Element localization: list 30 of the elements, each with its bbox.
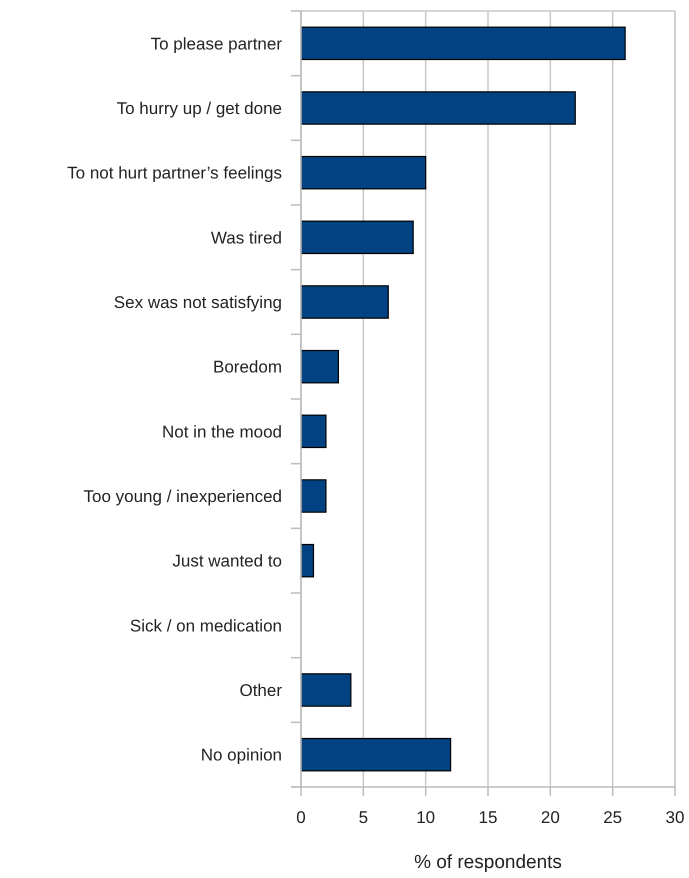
bar [300, 285, 389, 319]
x-tick-label: 20 [540, 808, 560, 827]
y-tick-label: Sex was not satisfying [114, 292, 282, 312]
y-tick-label: To please partner [150, 34, 282, 54]
bar [300, 26, 626, 60]
bar [300, 350, 339, 384]
y-tick-label: Was tired [210, 228, 282, 248]
x-tick-label: 30 [666, 808, 684, 827]
x-tick-label: 0 [296, 808, 306, 827]
y-tick-label: No opinion [200, 746, 282, 765]
y-tick-label: To hurry up / get done [116, 98, 282, 118]
bar [300, 156, 426, 190]
bar [300, 220, 414, 254]
x-tick-label: 25 [603, 808, 622, 827]
y-tick-label: Boredom [213, 358, 282, 377]
y-tick-label: Too young / inexperienced [84, 486, 282, 506]
y-tick-label: Just wanted to [172, 552, 282, 571]
y-tick-label: Not in the mood [162, 422, 282, 442]
bar [300, 414, 327, 448]
x-tick-label: 15 [478, 808, 498, 827]
bar [300, 673, 352, 707]
bar [300, 738, 452, 772]
bar [300, 91, 576, 125]
x-axis-title: % of respondents [414, 852, 562, 873]
y-tick-label: Other [239, 680, 282, 700]
bar [300, 479, 327, 513]
x-tick-label: 5 [358, 808, 368, 827]
y-tick-label: To not hurt partner’s feelings [67, 164, 282, 183]
x-tick-label: 10 [416, 808, 436, 827]
y-tick-label: Sick / on medication [130, 616, 282, 636]
